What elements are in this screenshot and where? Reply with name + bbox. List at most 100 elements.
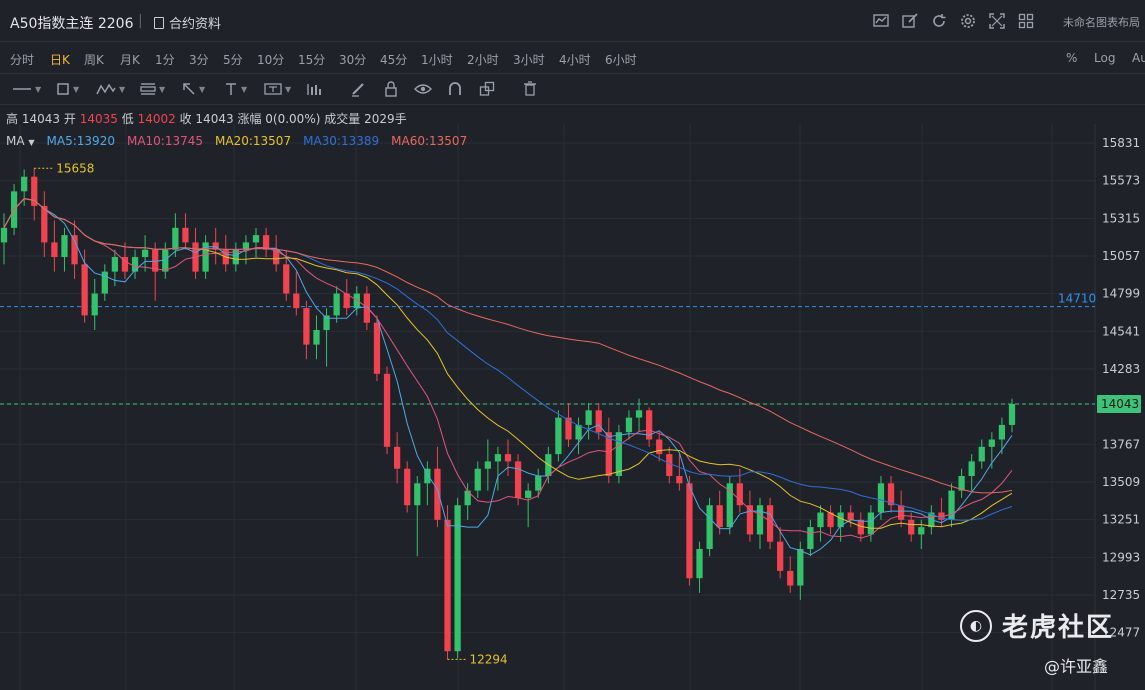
candlestick-chart[interactable]: 15831 15573 15315 15057 14799 14541 14283 13767… [0,124,1145,690]
price-axis-tick-label: 14283 [1102,362,1140,376]
price-axis-tick-label: 12735 [1102,588,1140,602]
period-tab[interactable]: 6小时 [605,53,637,67]
refresh-icon[interactable] [930,12,948,30]
price-axis-tick-label: 15057 [1102,249,1140,263]
layout-grid-icon[interactable] [1017,12,1035,30]
chart-type-icon[interactable] [872,12,890,30]
period-tab[interactable]: 45分 [380,53,408,67]
price-axis-tick-label: 15831 [1102,136,1140,150]
ma30-legend: MA30:13389 [303,134,380,148]
candle-body [514,461,522,498]
candle-body [746,505,754,535]
candle-body [383,373,391,447]
period-tab[interactable]: 周K [84,53,104,67]
last-price-label: 14043 [1101,397,1139,411]
price-range-tool[interactable]: ▼ [224,80,247,98]
chevron-down-icon: ▼ [73,84,80,94]
watermark-author: @许亚鑫 [1044,657,1109,676]
fullscreen-icon[interactable] [988,12,1006,30]
wave-tool[interactable]: ▼ [96,80,125,98]
ma60-legend: MA60:13507 [391,134,468,148]
trash-icon[interactable] [523,80,537,98]
period-tab[interactable]: 日K [50,53,70,67]
contract-info-button[interactable]: 合约资料 [154,13,221,32]
period-tab[interactable]: 1分 [155,53,175,67]
candle-body [81,264,88,316]
clone-icon[interactable] [479,80,495,98]
candle-body [847,512,854,520]
chevron-down-icon: ▼ [35,84,42,94]
period-tab[interactable]: 月K [120,53,140,67]
lock-icon[interactable] [384,80,398,98]
candle-body [71,235,78,265]
price-axis-tick-label: 12993 [1102,550,1140,564]
candle-body [121,257,129,272]
magnet-icon[interactable] [447,80,463,98]
candle-body [212,242,219,250]
candle-body [172,227,179,250]
candle-body [605,432,612,477]
chevron-down-icon: ▼ [241,84,248,94]
layout-name[interactable]: 未命名图表布局 [1063,16,1140,29]
text-annotation-tool[interactable]: ▼ [264,80,291,98]
line-tool[interactable]: ▼ [12,80,41,98]
volume-profile-tool[interactable] [306,80,322,98]
candle-body [494,454,502,462]
percent-scale-toggle[interactable]: % [1066,51,1078,65]
candle-body [262,235,270,250]
arrow-tool[interactable]: ▼ [182,80,205,98]
candle-body [625,417,633,433]
candle-body [575,424,582,440]
change-value: 0(0.00%) [265,112,321,126]
ma20-legend: MA20:13507 [215,134,292,148]
auto-scale-toggle[interactable]: Au [1132,51,1145,65]
eye-icon[interactable] [414,80,432,98]
open-label: 开 [63,112,76,126]
fibonacci-tool[interactable]: ▼ [140,80,165,98]
ma5-legend: MA5:13920 [46,134,115,148]
change-label: 涨幅 [237,112,262,126]
period-tab[interactable]: 2小时 [467,53,499,67]
ma10-legend: MA10:13745 [126,134,204,148]
candle-body [51,242,58,258]
settings-gear-icon[interactable] [959,12,977,30]
candle-body [414,483,421,506]
candle-body [474,468,481,491]
candle-body [817,512,824,528]
period-tab[interactable]: 3小时 [513,53,545,67]
rectangle-tool[interactable]: ▼ [56,80,79,98]
period-tab[interactable]: 3分 [189,53,209,67]
period-tab[interactable]: 5分 [223,53,243,67]
candle-body [303,308,310,345]
price-axis-tick-label: 15315 [1102,211,1140,225]
candle-body [877,483,885,513]
candle-body [131,257,139,272]
period-tab[interactable]: 分时 [10,53,35,67]
candle-body [867,512,875,535]
watermark-logo: ◐ 老虎社区 [960,607,1114,644]
candle-body [988,439,995,447]
close-value: 14043 [195,112,234,126]
candle-body [837,512,844,528]
edit-icon[interactable] [901,12,919,30]
ma5-line [3,198,1013,556]
volume-value: 2029手 [364,112,407,126]
pencil-icon[interactable] [350,80,366,98]
candle-body [111,257,119,272]
period-tab[interactable]: 1小时 [421,53,453,67]
candle-body [363,293,371,323]
period-tab[interactable]: 10分 [257,53,285,67]
candle-body [716,505,723,528]
toolbar-icons [872,12,1035,30]
ma-indicator-toggle[interactable]: MA ▼ [6,134,35,148]
period-tab[interactable]: 4小时 [559,53,591,67]
candle-body [656,439,663,455]
candle-body [736,483,743,506]
period-tab[interactable]: 15分 [298,53,326,67]
ma-legend: MA ▼ MA5:13920 MA10:13745 MA20:13507 MA3… [6,134,467,148]
candle-body [535,476,542,491]
log-scale-toggle[interactable]: Log [1094,51,1116,65]
period-tab[interactable]: 30分 [339,53,367,67]
high-label: 高 [6,112,19,126]
instrument-title[interactable]: A50指数主连 2206 [10,16,134,32]
